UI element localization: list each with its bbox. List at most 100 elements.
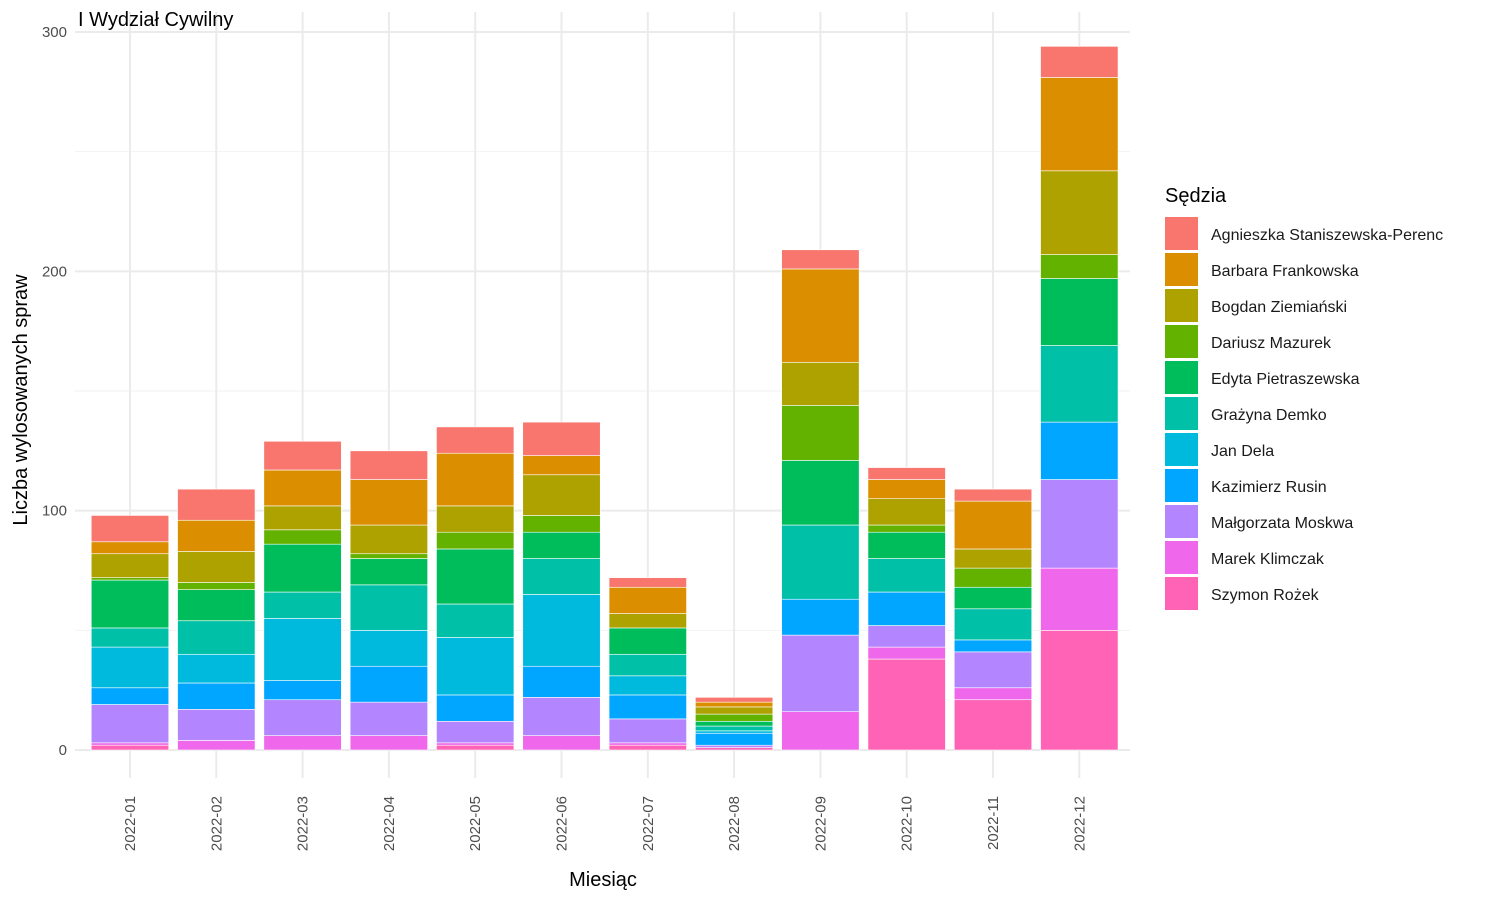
bar-segment <box>781 711 860 751</box>
bar-segment <box>349 584 428 631</box>
bar-segment <box>263 699 342 736</box>
bar-segment <box>867 479 946 500</box>
bar-segment <box>1040 170 1119 255</box>
bar-segment <box>867 531 946 559</box>
bar-segment <box>177 589 256 622</box>
x-tick-label: 2022-09 <box>812 796 829 851</box>
bar-segment <box>695 732 774 746</box>
bar-segment <box>953 639 1033 653</box>
bar-segment <box>436 720 515 744</box>
bar-segment <box>867 558 946 593</box>
legend-label: Bogdan Ziemiański <box>1211 299 1347 316</box>
legend-label: Dariusz Mazurek <box>1211 335 1332 352</box>
bar-segment <box>263 735 342 751</box>
bar-segment <box>953 651 1033 689</box>
legend: Agnieszka Staniszewska-Perenc Barbara Fra… <box>1165 217 1443 610</box>
bar-segment <box>90 553 170 578</box>
bar-segment <box>695 747 774 751</box>
legend-swatch <box>1165 217 1198 250</box>
bar-segment <box>867 524 946 533</box>
legend-swatch <box>1165 397 1198 430</box>
bar-segment <box>522 515 601 533</box>
legend-swatch <box>1165 325 1198 358</box>
bar-segment <box>436 452 515 507</box>
bar-segment <box>177 620 256 655</box>
bar-segment <box>349 558 428 586</box>
bar-segment <box>90 704 170 744</box>
bar-segment <box>695 730 774 734</box>
bar-segment <box>349 450 428 480</box>
bar-segment <box>867 658 946 751</box>
bar-segment <box>177 551 256 583</box>
bar-segment <box>177 653 256 684</box>
bar-segment <box>90 742 170 746</box>
bar-segment <box>522 697 601 736</box>
bar-segment <box>953 608 1033 641</box>
bar-segment <box>436 603 515 638</box>
bar-segment <box>781 524 860 600</box>
bar-segment <box>436 694 515 722</box>
bar-segment <box>436 742 515 746</box>
bar-segment <box>1040 77 1119 172</box>
bar-segment <box>522 421 601 456</box>
bar-segment <box>1040 254 1119 279</box>
bar-segment <box>608 694 687 720</box>
bar-segment <box>953 586 1033 610</box>
y-tick-label: 100 <box>42 503 67 520</box>
bar-segment <box>90 541 170 555</box>
bar-segment <box>781 249 860 270</box>
bar-segment <box>608 744 687 751</box>
bar-segment <box>695 720 774 727</box>
legend-swatch <box>1165 289 1198 322</box>
bar-segment <box>695 744 774 748</box>
bar-segment <box>90 687 170 705</box>
bar-segment <box>781 405 860 461</box>
y-axis-ticks: 0 100 200 300 <box>42 24 67 759</box>
y-tick-label: 300 <box>42 24 67 41</box>
bar-segment <box>1040 630 1119 751</box>
bar-segment <box>695 701 774 708</box>
bar-segment <box>177 709 256 741</box>
bar-segment <box>177 519 256 552</box>
y-tick-label: 0 <box>59 742 67 759</box>
x-tick-label: 2022-02 <box>208 796 225 851</box>
bar-segment <box>90 515 170 543</box>
bar-segment <box>522 531 601 559</box>
bar-segment <box>1040 421 1119 480</box>
bar-segment <box>177 488 256 521</box>
bar-segment <box>1040 345 1119 423</box>
bar-segment <box>1040 479 1119 569</box>
legend-swatch <box>1165 541 1198 574</box>
legend-swatch <box>1165 505 1198 538</box>
bar-segment <box>695 725 774 732</box>
bar-segment <box>436 426 515 454</box>
bar-segment <box>953 488 1033 502</box>
bar-segment <box>953 687 1033 701</box>
legend-label: Edyta Pietraszewska <box>1211 371 1360 388</box>
legend-label: Szymon Rożek <box>1211 587 1320 604</box>
bar-segment <box>608 675 687 696</box>
x-tick-label: 2022-11 <box>985 796 1002 850</box>
x-tick-label: 2022-03 <box>295 796 312 851</box>
legend-label: Małgorzata Moskwa <box>1211 515 1353 532</box>
bar-segment <box>522 735 601 751</box>
bar-segment <box>436 505 515 533</box>
legend-swatch <box>1165 433 1198 466</box>
bar-segment <box>177 740 256 751</box>
bar-segment <box>522 665 601 698</box>
x-axis-ticks: 2022-01 2022-02 2022-03 2022-04 2022-05 2022-… <box>122 796 1088 851</box>
bar-segment <box>608 718 687 744</box>
bar-segment <box>608 627 687 655</box>
bar-segment <box>522 594 601 667</box>
bar-segment <box>263 440 342 471</box>
bar-segment <box>349 735 428 751</box>
bar-segment <box>695 697 774 703</box>
bar-segment <box>608 613 687 629</box>
x-tick-label: 2022-04 <box>381 796 398 851</box>
legend-label: Marek Klimczak <box>1211 551 1325 568</box>
bar-segment <box>1040 567 1119 631</box>
bar-segment <box>436 744 515 751</box>
bar-segment <box>263 469 342 507</box>
bar-segment <box>608 653 687 677</box>
